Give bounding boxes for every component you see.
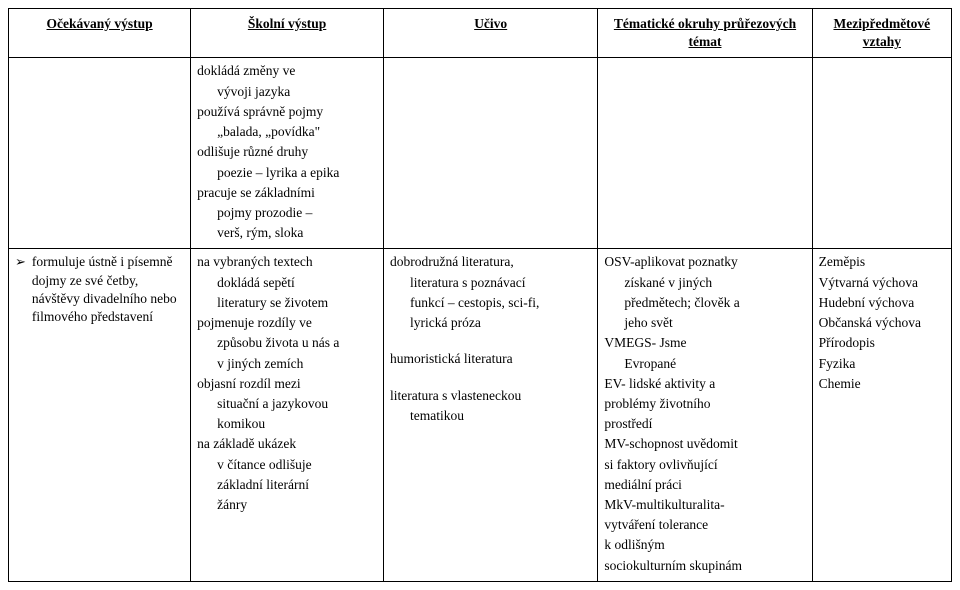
line: poezie – lyrika a epika: [197, 164, 377, 182]
table-row: ➢ formuluje ústně i písemně dojmy ze své…: [9, 249, 952, 582]
line: tematikou: [390, 407, 591, 425]
cell-expected-2: ➢ formuluje ústně i písemně dojmy ze své…: [9, 249, 191, 582]
line: žánry: [197, 496, 377, 514]
bullet-arrow-icon: ➢: [15, 253, 26, 271]
line: k odlišným: [604, 536, 805, 554]
line: v čítance odlišuje: [197, 456, 377, 474]
line: způsobu života u nás a: [197, 334, 377, 352]
line: vývoji jazyka: [197, 83, 377, 101]
cell-cross-1: [812, 58, 951, 249]
cell-subject-1: [384, 58, 598, 249]
line: předmětech; člověk a: [604, 294, 805, 312]
line: Výtvarná výchova: [819, 274, 945, 292]
line: literatura s poznávací: [390, 274, 591, 292]
line: odlišuje různé druhy: [197, 143, 377, 161]
cell-subject-2: dobrodružná literatura, literatura s poz…: [384, 249, 598, 582]
line: verš, rým, sloka: [197, 224, 377, 242]
line: používá správně pojmy: [197, 103, 377, 121]
line: komikou: [197, 415, 377, 433]
line: dokládá sepětí: [197, 274, 377, 292]
line: pojmy prozodie –: [197, 204, 377, 222]
line: Chemie: [819, 375, 945, 393]
line: OSV-aplikovat poznatky: [604, 253, 805, 271]
line: Evropané: [604, 355, 805, 373]
line: pracuje se základními: [197, 184, 377, 202]
line: na vybraných textech: [197, 253, 377, 271]
line: dobrodružná literatura,: [390, 253, 591, 271]
line: prostředí: [604, 415, 805, 433]
curriculum-table: Očekávaný výstup Školní výstup Učivo Tém…: [8, 8, 952, 582]
line: literatura s vlasteneckou: [390, 387, 591, 405]
line: Zeměpis: [819, 253, 945, 271]
line: lyrická próza: [390, 314, 591, 332]
line: VMEGS- Jsme: [604, 334, 805, 352]
line: Hudební výchova: [819, 294, 945, 312]
line: Fyzika: [819, 355, 945, 373]
cell-thematic-2: OSV-aplikovat poznatky získané v jiných …: [598, 249, 812, 582]
line: vytváření tolerance: [604, 516, 805, 534]
line: si faktory ovlivňující: [604, 456, 805, 474]
header-thematic-areas: Tématické okruhy průřezových témat: [598, 9, 812, 58]
line: MV-schopnost uvědomit: [604, 435, 805, 453]
header-cross-subject: Mezipředmětové vztahy: [812, 9, 951, 58]
line: Přírodopis: [819, 334, 945, 352]
line: MkV-multikulturalita-: [604, 496, 805, 514]
line: problémy životního: [604, 395, 805, 413]
line: formuluje ústně i písemně dojmy ze své č…: [32, 253, 184, 326]
table-row: dokládá změny ve vývoji jazyka používá s…: [9, 58, 952, 249]
cell-school-1: dokládá změny ve vývoji jazyka používá s…: [191, 58, 384, 249]
cell-school-2: na vybraných textech dokládá sepětí lite…: [191, 249, 384, 582]
line: sociokulturním skupinám: [604, 557, 805, 575]
cell-thematic-1: [598, 58, 812, 249]
header-expected-output: Očekávaný výstup: [9, 9, 191, 58]
line: situační a jazykovou: [197, 395, 377, 413]
line: jeho svět: [604, 314, 805, 332]
spacer: [390, 334, 591, 350]
cell-expected-1: [9, 58, 191, 249]
line: „balada, „povídka": [197, 123, 377, 141]
header-subject-matter: Učivo: [384, 9, 598, 58]
line: na základě ukázek: [197, 435, 377, 453]
line: získané v jiných: [604, 274, 805, 292]
table-header-row: Očekávaný výstup Školní výstup Učivo Tém…: [9, 9, 952, 58]
spacer: [390, 371, 591, 387]
line: literatury se životem: [197, 294, 377, 312]
line: objasní rozdíl mezi: [197, 375, 377, 393]
line: humoristická literatura: [390, 350, 591, 368]
cell-cross-2: Zeměpis Výtvarná výchova Hudební výchova…: [812, 249, 951, 582]
line: pojmenuje rozdíly ve: [197, 314, 377, 332]
line: funkcí – cestopis, sci-fi,: [390, 294, 591, 312]
line: mediální práci: [604, 476, 805, 494]
line: dokládá změny ve: [197, 62, 377, 80]
header-school-output: Školní výstup: [191, 9, 384, 58]
line: v jiných zemích: [197, 355, 377, 373]
line: základní literární: [197, 476, 377, 494]
line: Občanská výchova: [819, 314, 945, 332]
line: EV- lidské aktivity a: [604, 375, 805, 393]
